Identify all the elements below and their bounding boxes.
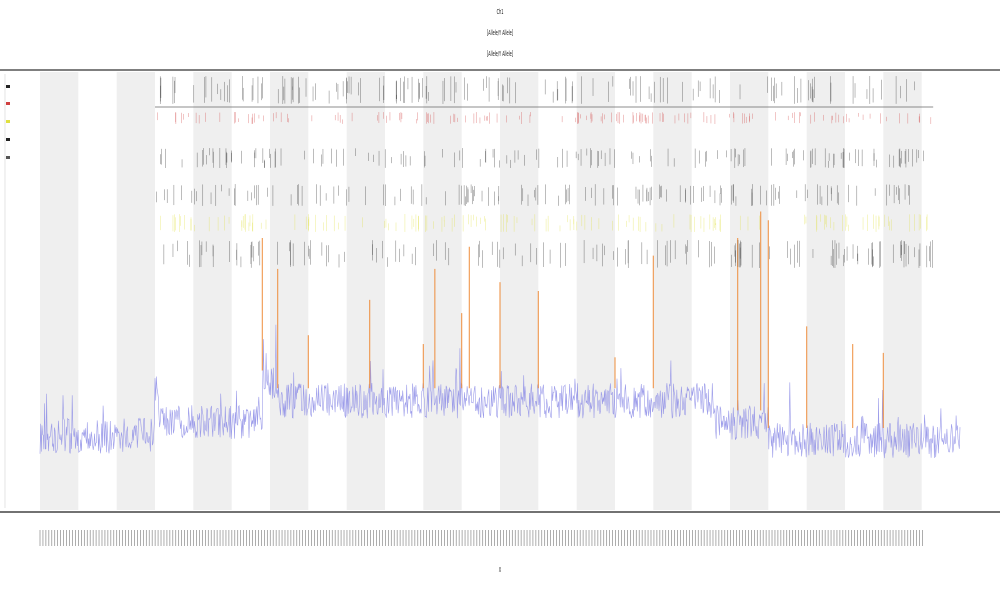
chart-title: Ch1 bbox=[496, 8, 504, 16]
band-shade bbox=[730, 72, 769, 510]
legend-swatch bbox=[6, 138, 10, 141]
legend-swatch bbox=[6, 85, 10, 88]
legend-swatch bbox=[6, 156, 10, 159]
coverage-series-line bbox=[39, 324, 961, 459]
band-shade bbox=[576, 72, 615, 510]
band-shade bbox=[270, 72, 309, 510]
legend-swatch bbox=[6, 120, 10, 123]
band-shade bbox=[346, 72, 385, 510]
band-shade bbox=[423, 72, 462, 510]
chart-subtitle-1: [Allele/Y Allele] bbox=[486, 29, 514, 37]
chart-subtitle-2: [Allele/Y Allele] bbox=[486, 50, 514, 58]
x-axis-label: X bbox=[498, 566, 502, 574]
band-shade bbox=[500, 72, 539, 510]
legend-swatch bbox=[6, 102, 10, 105]
band-shade bbox=[193, 72, 232, 510]
band-shade bbox=[653, 72, 692, 510]
